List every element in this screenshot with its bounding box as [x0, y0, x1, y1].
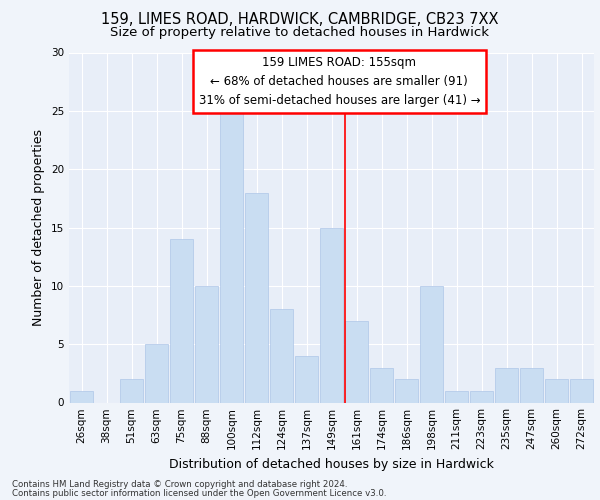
- Bar: [545, 379, 568, 402]
- Bar: [145, 344, 168, 403]
- Bar: [270, 309, 293, 402]
- Bar: [445, 391, 468, 402]
- Text: Contains HM Land Registry data © Crown copyright and database right 2024.: Contains HM Land Registry data © Crown c…: [12, 480, 347, 489]
- Bar: [295, 356, 318, 403]
- Bar: [70, 391, 93, 402]
- Bar: [195, 286, 218, 403]
- Bar: [370, 368, 393, 402]
- X-axis label: Distribution of detached houses by size in Hardwick: Distribution of detached houses by size …: [169, 458, 494, 471]
- Bar: [220, 111, 243, 403]
- Bar: [320, 228, 343, 402]
- Bar: [570, 379, 593, 402]
- Bar: [420, 286, 443, 403]
- Text: 159, LIMES ROAD, HARDWICK, CAMBRIDGE, CB23 7XX: 159, LIMES ROAD, HARDWICK, CAMBRIDGE, CB…: [101, 12, 499, 26]
- Bar: [245, 192, 268, 402]
- Text: 159 LIMES ROAD: 155sqm
← 68% of detached houses are smaller (91)
31% of semi-det: 159 LIMES ROAD: 155sqm ← 68% of detached…: [199, 56, 480, 107]
- Text: Contains public sector information licensed under the Open Government Licence v3: Contains public sector information licen…: [12, 488, 386, 498]
- Bar: [170, 239, 193, 402]
- Bar: [345, 321, 368, 402]
- Bar: [120, 379, 143, 402]
- Bar: [495, 368, 518, 402]
- Bar: [470, 391, 493, 402]
- Y-axis label: Number of detached properties: Number of detached properties: [32, 129, 46, 326]
- Bar: [520, 368, 543, 402]
- Bar: [395, 379, 418, 402]
- Text: Size of property relative to detached houses in Hardwick: Size of property relative to detached ho…: [110, 26, 490, 39]
